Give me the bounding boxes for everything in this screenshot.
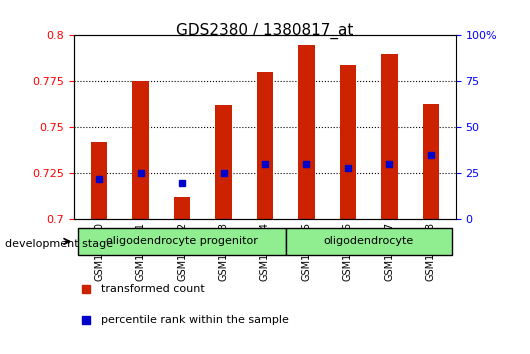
Text: transformed count: transformed count: [101, 284, 205, 294]
Text: development stage: development stage: [5, 239, 113, 249]
Text: oligodendrocyte progenitor: oligodendrocyte progenitor: [106, 236, 258, 246]
Text: oligodendrocyte: oligodendrocyte: [324, 236, 414, 246]
Bar: [340, 65, 356, 219]
Text: percentile rank within the sample: percentile rank within the sample: [101, 315, 289, 325]
Bar: [174, 198, 190, 219]
Bar: [422, 103, 439, 219]
Bar: [91, 142, 108, 219]
Bar: [215, 105, 232, 219]
Bar: [381, 54, 398, 219]
Bar: [298, 45, 315, 219]
Bar: [286, 228, 452, 255]
Bar: [257, 72, 273, 219]
Text: GDS2380 / 1380817_at: GDS2380 / 1380817_at: [176, 23, 354, 39]
Bar: [78, 228, 286, 255]
Bar: [132, 81, 149, 219]
